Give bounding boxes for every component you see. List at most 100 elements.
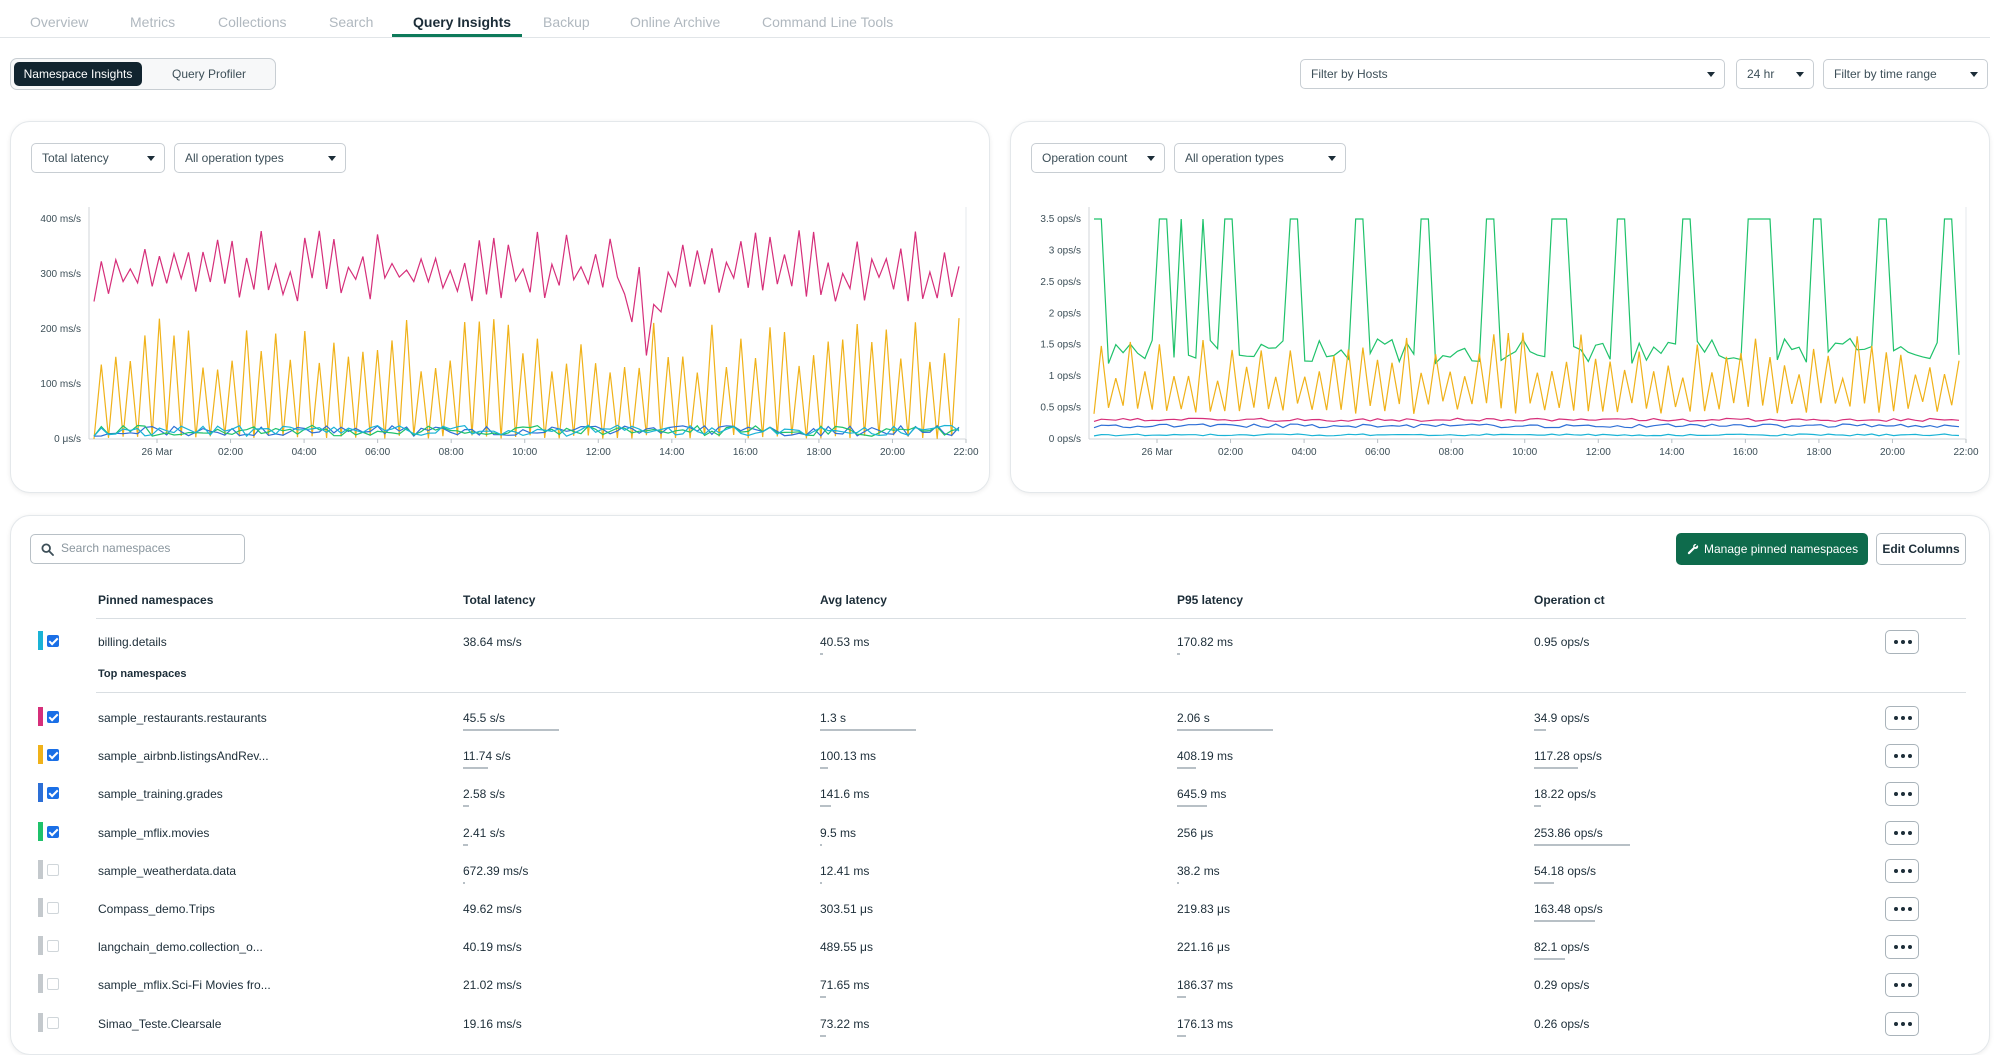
more-options-button[interactable] xyxy=(1885,744,1919,769)
metric-total: 19.16 ms/s xyxy=(463,1016,522,1031)
metric-total: 672.39 ms/s xyxy=(463,863,529,878)
header-total-latency[interactable]: Total latency xyxy=(463,593,536,607)
y-tick-label: 0 ops/s xyxy=(1049,434,1081,445)
metric-select[interactable]: Operation count xyxy=(1031,143,1165,173)
latency-line-chart[interactable]: 400 ms/s 300 ms/s 200 ms/s 100 ms/s 0 μs/s 26… xyxy=(11,192,991,492)
edit-columns-button[interactable]: Edit Columns xyxy=(1876,533,1966,565)
namespace-name: Simao_Teste.Clearsale xyxy=(98,1016,222,1031)
ellipsis-icon xyxy=(1894,983,1898,988)
more-options-button[interactable] xyxy=(1885,935,1919,960)
namespace-checkbox[interactable] xyxy=(47,978,59,991)
more-options-button[interactable] xyxy=(1885,782,1919,807)
nav-tabs: Overview Metrics Collections Search Quer… xyxy=(0,0,1990,38)
y-tick-label: 2.5 ops/s xyxy=(1040,277,1081,288)
x-tick-label: 22:00 xyxy=(1953,447,1978,458)
metric-bar xyxy=(1534,729,1547,731)
metric-select[interactable]: Total latency xyxy=(31,143,165,173)
metric-bar xyxy=(1177,653,1180,655)
ellipsis-icon xyxy=(1894,830,1898,835)
ellipsis-icon xyxy=(1901,945,1905,950)
metric-total: 49.62 ms/s xyxy=(463,902,522,916)
time-range-label: Filter by time range xyxy=(1834,67,1937,81)
metric-avg: 12.41 ms xyxy=(820,863,870,878)
namespace-checkbox[interactable] xyxy=(47,1016,59,1029)
namespaces-table-card xyxy=(10,515,1990,1055)
tab-metrics[interactable]: Metrics xyxy=(130,14,176,30)
tab-online-archive[interactable]: Online Archive xyxy=(630,14,721,30)
tab-backup[interactable]: Backup xyxy=(543,14,590,30)
time-window-select[interactable]: 24 hr xyxy=(1736,59,1814,89)
chevron-down-icon xyxy=(1707,72,1715,77)
x-tick-label: 06:00 xyxy=(365,447,390,458)
y-tick-label: 200 ms/s xyxy=(40,324,81,335)
more-options-button[interactable] xyxy=(1885,973,1919,998)
metric-bar xyxy=(820,881,822,884)
header-operation-count[interactable]: Operation ct xyxy=(1534,593,1605,607)
ellipsis-icon xyxy=(1894,792,1898,797)
namespace-checkbox[interactable] xyxy=(47,825,59,838)
more-options-button[interactable] xyxy=(1885,897,1919,921)
header-avg-latency[interactable]: Avg latency xyxy=(820,593,887,607)
x-tick-label: 20:00 xyxy=(880,447,905,458)
chevron-down-icon xyxy=(328,156,336,161)
x-tick-label: 08:00 xyxy=(439,447,464,458)
metric-total: 38.64 ms/s xyxy=(463,635,522,649)
ellipsis-icon xyxy=(1901,830,1905,835)
namespace-checkbox[interactable] xyxy=(47,711,59,723)
operation-type-select[interactable]: All operation types xyxy=(174,143,346,173)
operation-count-chart-card: Operation count All operation types 3.5 … xyxy=(1010,121,1990,493)
more-options-button[interactable] xyxy=(1885,820,1919,845)
ellipsis-icon xyxy=(1908,868,1912,873)
tab-command-line-tools[interactable]: Command Line Tools xyxy=(762,14,894,30)
tab-overview[interactable]: Overview xyxy=(30,14,89,30)
namespace-checkbox[interactable] xyxy=(47,940,59,953)
ellipsis-icon xyxy=(1908,983,1912,988)
more-options-button[interactable] xyxy=(1885,630,1919,654)
tab-query-insights[interactable]: Query Insights xyxy=(413,14,512,30)
namespace-name: sample_mflix.Sci-Fi Movies fro... xyxy=(98,978,271,993)
tab-collections[interactable]: Collections xyxy=(218,14,287,30)
metric-p95: 2.06 s xyxy=(1177,711,1210,725)
more-options-button[interactable] xyxy=(1885,858,1919,883)
metric-bar xyxy=(820,729,916,731)
metric-avg: 141.6 ms xyxy=(820,787,870,802)
x-tick-label: 04:00 xyxy=(292,447,317,458)
header-divider xyxy=(96,618,1966,619)
filter-by-hosts-select[interactable]: Filter by Hosts xyxy=(1300,59,1725,89)
query-profiler-button[interactable]: Query Profiler xyxy=(171,67,247,81)
namespace-checkbox[interactable] xyxy=(47,902,59,914)
operation-type-select[interactable]: All operation types xyxy=(1174,143,1346,173)
time-window-label: 24 hr xyxy=(1747,67,1775,81)
x-tick-label: 12:00 xyxy=(1586,447,1611,458)
operation-count-line-chart[interactable]: 3.5 ops/s 3 ops/s 2.5 ops/s 2 ops/s 1.5 ops/… xyxy=(1011,192,1991,492)
metric-total: 11.74 s/s xyxy=(463,749,511,764)
search-namespaces-field[interactable] xyxy=(30,534,245,564)
more-options-button[interactable] xyxy=(1885,1011,1919,1036)
namespace-insights-button[interactable]: Namespace Insights xyxy=(14,62,142,86)
metric-bar xyxy=(1534,767,1579,770)
namespace-name: sample_mflix.movies xyxy=(98,825,210,840)
series-color-swatch xyxy=(38,821,43,841)
tab-search[interactable]: Search xyxy=(329,14,374,30)
namespace-checkbox[interactable] xyxy=(47,787,59,800)
metric-p95: 176.13 ms xyxy=(1177,1016,1234,1031)
more-options-button[interactable] xyxy=(1885,706,1919,730)
time-range-select[interactable]: Filter by time range xyxy=(1823,59,1988,89)
metric-bar xyxy=(820,653,823,655)
series-line-3 xyxy=(93,424,960,437)
metric-ops: 54.18 ops/s xyxy=(1534,863,1597,878)
header-p95-latency[interactable]: P95 latency xyxy=(1177,593,1244,607)
series-color-swatch xyxy=(38,974,43,994)
ellipsis-icon xyxy=(1894,716,1898,720)
metric-bar xyxy=(463,881,465,884)
namespace-checkbox[interactable] xyxy=(47,635,59,647)
series-line-2 xyxy=(93,424,960,438)
metric-bar xyxy=(820,767,828,770)
namespace-name: sample_weatherdata.data xyxy=(98,863,237,878)
manage-pinned-namespaces-button[interactable]: Manage pinned namespaces xyxy=(1676,533,1868,565)
namespace-checkbox[interactable] xyxy=(47,749,59,762)
namespace-checkbox[interactable] xyxy=(47,863,59,876)
series-line-3 xyxy=(1093,423,1960,429)
search-namespaces-input[interactable] xyxy=(61,541,236,555)
series-line-1 xyxy=(1093,332,1960,414)
